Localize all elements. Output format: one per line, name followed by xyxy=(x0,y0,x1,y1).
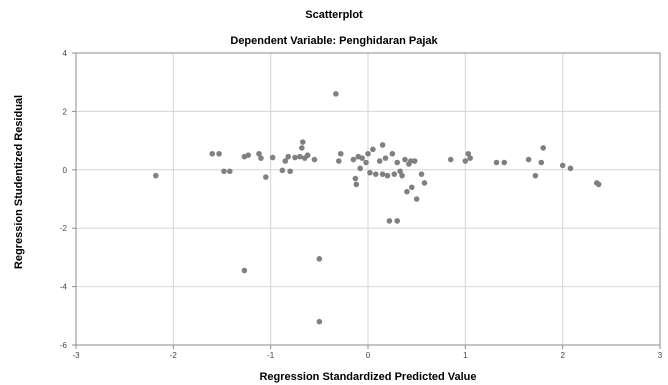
data-point xyxy=(350,156,357,163)
data-point xyxy=(408,158,414,164)
data-point xyxy=(462,158,469,164)
y-tick-label: -4 xyxy=(60,283,68,292)
chart-title: Scatterplot xyxy=(305,9,363,21)
data-point xyxy=(411,158,418,164)
data-point xyxy=(386,218,393,224)
data-point xyxy=(501,159,508,166)
data-point xyxy=(365,150,371,157)
data-point xyxy=(399,172,405,179)
data-point xyxy=(447,156,454,163)
data-point xyxy=(379,171,386,177)
data-point xyxy=(336,158,342,164)
data-point xyxy=(372,171,379,177)
data-point xyxy=(391,171,398,177)
data-point xyxy=(352,175,359,182)
data-point xyxy=(316,256,323,262)
data-point xyxy=(216,150,222,157)
data-point xyxy=(337,150,344,157)
data-point xyxy=(402,156,408,163)
data-point xyxy=(397,168,403,175)
data-point xyxy=(304,152,311,158)
data-point xyxy=(389,150,396,157)
data-point xyxy=(226,168,233,175)
x-axis-label: Regression Standardized Predicted Value xyxy=(259,371,477,383)
data-point xyxy=(153,172,159,179)
x-tick-label: 2 xyxy=(560,351,565,360)
data-point xyxy=(595,181,602,188)
data-point xyxy=(353,181,360,188)
data-point xyxy=(384,172,391,179)
data-point xyxy=(285,153,291,160)
data-point xyxy=(540,145,546,151)
y-tick-label: 4 xyxy=(63,49,68,58)
data-point xyxy=(316,318,323,325)
data-point xyxy=(493,159,500,166)
data-point xyxy=(209,150,216,157)
data-point xyxy=(379,142,386,148)
data-point xyxy=(376,158,383,164)
data-point xyxy=(394,218,401,224)
data-point xyxy=(241,267,248,274)
data-point xyxy=(370,146,376,153)
y-tick-label: -6 xyxy=(60,341,68,350)
data-point xyxy=(467,155,474,161)
data-point xyxy=(421,180,428,186)
data-point xyxy=(311,156,318,163)
data-point xyxy=(363,159,369,166)
x-tick-label: -3 xyxy=(72,351,80,360)
data-point xyxy=(279,167,286,174)
data-point xyxy=(538,159,545,166)
x-tick-label: 0 xyxy=(366,351,371,360)
data-point xyxy=(418,171,425,177)
x-tick-label: -1 xyxy=(267,351,275,360)
data-point xyxy=(299,145,305,151)
data-point xyxy=(245,152,252,158)
y-tick-label: 2 xyxy=(63,107,68,116)
chart-subtitle: Dependent Variable: Penghidaran Pajak xyxy=(230,35,438,47)
data-point xyxy=(357,165,364,172)
data-point xyxy=(292,154,298,161)
data-point xyxy=(559,162,566,169)
data-point xyxy=(409,184,415,191)
x-tick-label: -2 xyxy=(170,351,178,360)
data-point xyxy=(269,154,276,161)
data-point xyxy=(382,155,389,161)
data-point xyxy=(532,172,539,179)
data-point xyxy=(359,155,365,161)
x-tick-label: 3 xyxy=(658,351,663,360)
data-point xyxy=(367,169,373,176)
x-tick-label: 1 xyxy=(463,351,468,360)
data-point xyxy=(394,159,401,166)
data-point xyxy=(256,150,262,157)
data-point xyxy=(221,168,227,175)
data-point xyxy=(287,168,293,175)
data-point xyxy=(333,91,339,97)
data-point xyxy=(567,165,574,172)
data-point xyxy=(299,139,306,145)
data-point xyxy=(404,188,410,195)
data-point xyxy=(525,156,532,163)
y-tick-label: 0 xyxy=(63,166,68,175)
data-point xyxy=(465,150,472,157)
y-tick-label: -2 xyxy=(60,224,68,233)
data-point xyxy=(282,158,289,164)
data-point xyxy=(258,155,264,161)
data-point xyxy=(297,153,303,160)
data-point xyxy=(263,174,269,180)
data-point xyxy=(413,196,420,202)
